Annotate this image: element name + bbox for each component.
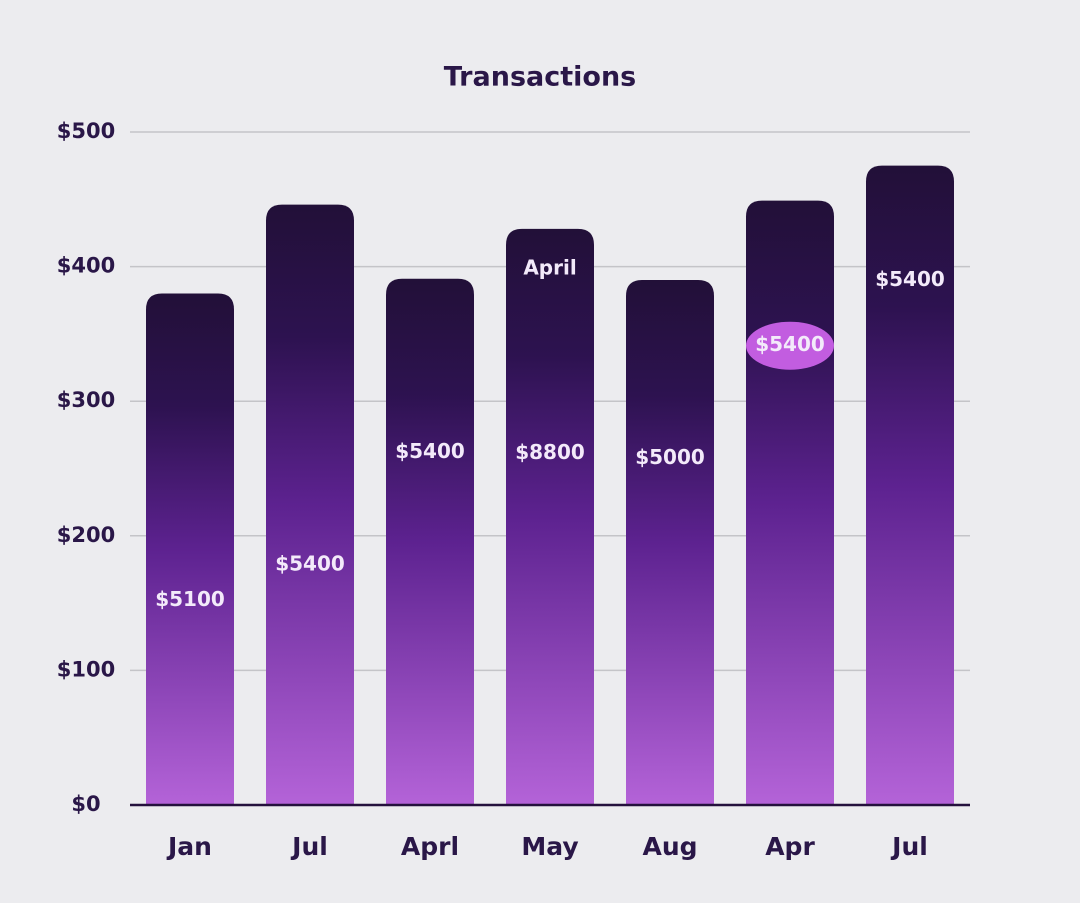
y-tick-label: $0 — [71, 792, 100, 816]
bar-label: $5100 — [155, 587, 225, 611]
chart-title: Transactions — [444, 62, 637, 93]
highlight-pill — [746, 321, 834, 370]
bar — [146, 293, 234, 805]
x-tick-label: Jul — [290, 832, 328, 861]
x-tick-label: May — [521, 832, 578, 861]
bar-label: $8800 — [515, 440, 585, 464]
bar-label: $5000 — [635, 445, 705, 469]
bar — [746, 200, 834, 805]
bar-label: $5400 — [875, 267, 945, 291]
x-tick-label: Jul — [890, 832, 928, 861]
x-tick-label: Apr — [765, 832, 815, 861]
y-tick-label: $500 — [57, 119, 115, 143]
bar-label: $5400 — [275, 551, 345, 575]
bar — [266, 204, 354, 805]
bar — [626, 280, 714, 805]
x-tick-label: Aprl — [401, 832, 459, 861]
bar — [506, 228, 594, 806]
bar — [866, 165, 954, 805]
y-tick-label: $100 — [57, 657, 115, 681]
x-tick-label: Aug — [642, 832, 697, 861]
bar-label: $5400 — [395, 439, 465, 463]
y-tick-label: $300 — [57, 388, 115, 412]
y-tick-label: $400 — [57, 254, 115, 278]
x-tick-label: Jan — [166, 832, 212, 861]
bar-label: $5400 — [755, 332, 825, 356]
bar — [386, 278, 474, 805]
bar-label: April — [523, 256, 576, 280]
y-tick-label: $200 — [57, 523, 115, 547]
